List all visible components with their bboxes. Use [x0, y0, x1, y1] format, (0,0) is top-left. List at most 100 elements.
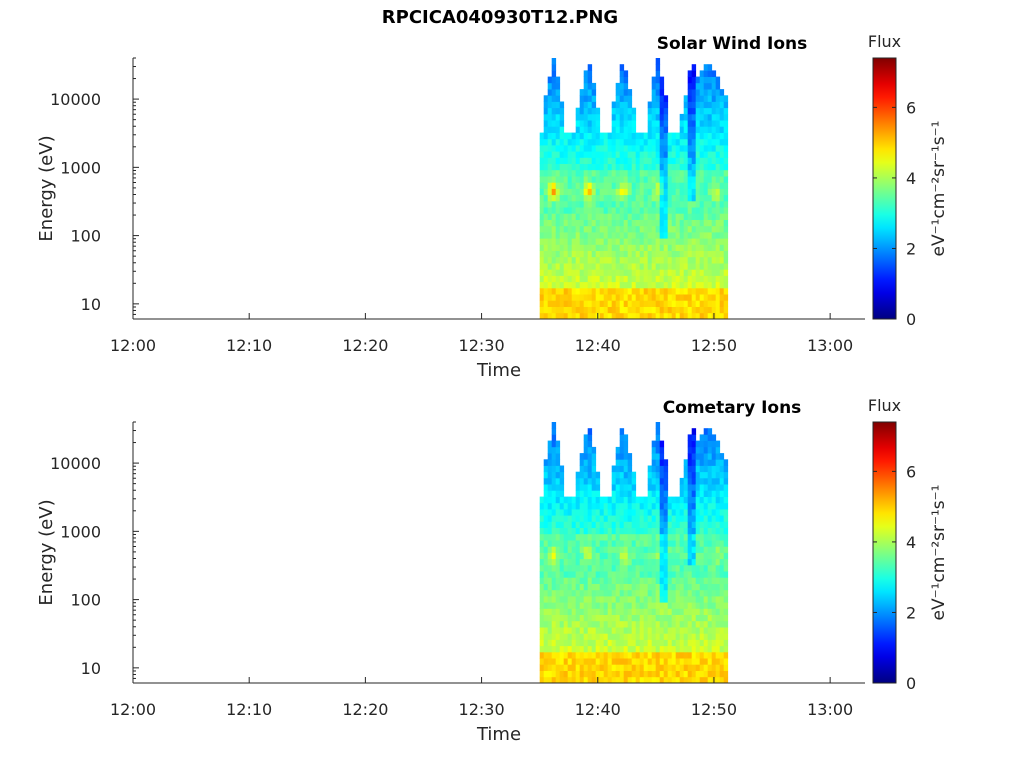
- spectrogram-cell: [639, 145, 645, 152]
- spectrogram-cell: [543, 194, 549, 202]
- spectrogram-cell: [547, 490, 553, 497]
- spectrogram-cell: [599, 169, 605, 177]
- spectrogram-cell: [599, 527, 605, 535]
- spectrogram-cell: [631, 564, 637, 572]
- spectrogram-cell: [707, 163, 713, 171]
- spectrogram-cell: [587, 145, 593, 152]
- spectrogram-cell: [695, 120, 701, 127]
- spectrogram-cell: [651, 477, 657, 485]
- spectrogram-cell: [619, 583, 625, 591]
- spectrogram-cell: [591, 490, 597, 497]
- x-tick-label: 12:10: [226, 700, 272, 719]
- spectrogram-cell: [571, 596, 577, 603]
- spectrogram-cell: [707, 219, 713, 227]
- spectrogram-cell: [571, 300, 577, 307]
- spectrogram-cell: [611, 676, 617, 684]
- spectrogram-cell: [655, 471, 661, 479]
- spectrogram-cell: [559, 509, 565, 516]
- spectrogram-cell: [671, 194, 677, 202]
- spectrogram-cell: [643, 281, 649, 289]
- spectrogram-cell: [659, 132, 665, 140]
- spectrogram-cell: [575, 188, 581, 196]
- spectrogram-cell: [691, 527, 697, 535]
- spectrogram-cell: [551, 76, 557, 84]
- spectrogram-cell: [555, 670, 561, 678]
- spectrogram-cell: [639, 207, 645, 214]
- spectrogram-cell: [563, 281, 569, 289]
- spectrogram-cell: [647, 558, 653, 566]
- spectrogram-cell: [631, 620, 637, 628]
- spectrogram-cell: [679, 182, 685, 189]
- spectrogram-cell: [547, 602, 553, 609]
- spectrogram-cell: [699, 564, 705, 572]
- spectrogram-cell: [631, 614, 637, 622]
- spectrogram-cell: [539, 552, 545, 560]
- spectrogram-cell: [551, 614, 557, 622]
- spectrogram-cell: [591, 145, 597, 152]
- spectrogram-cell: [675, 533, 681, 541]
- spectrogram-cell: [627, 225, 633, 233]
- spectrogram-cell: [607, 558, 613, 566]
- spectrogram-cell: [615, 465, 621, 473]
- spectrogram-cell: [691, 269, 697, 276]
- spectrogram-cell: [591, 312, 597, 320]
- spectrogram-cell: [635, 225, 641, 233]
- spectrogram-cell: [611, 219, 617, 227]
- spectrogram-cell: [619, 496, 625, 504]
- spectrogram-cell: [559, 564, 565, 572]
- spectrogram-cell: [579, 453, 585, 460]
- spectrogram-cell: [691, 515, 697, 522]
- y-axis-label: Energy (eV): [36, 135, 57, 241]
- spectrogram-cell: [619, 169, 625, 177]
- spectrogram-cell: [639, 645, 645, 653]
- spectrogram-cell: [623, 145, 629, 152]
- spectrogram-cell: [571, 583, 577, 591]
- spectrogram-cell: [723, 287, 729, 295]
- spectrogram-cell: [571, 269, 577, 276]
- spectrogram-cell: [659, 120, 665, 127]
- spectrogram-cell: [655, 132, 661, 140]
- spectrogram-cell: [667, 219, 673, 227]
- spectrogram-cell: [615, 113, 621, 121]
- spectrogram-cell: [643, 287, 649, 295]
- spectrogram-cell: [591, 120, 597, 127]
- spectrogram-cell: [583, 89, 589, 96]
- spectrogram-cell: [631, 602, 637, 609]
- spectrogram-cell: [607, 651, 613, 659]
- spectrogram-cell: [675, 521, 681, 528]
- spectrogram-cell: [687, 275, 693, 283]
- spectrogram-cell: [679, 312, 685, 320]
- spectrogram-cell: [587, 232, 593, 239]
- spectrogram-cell: [691, 434, 697, 441]
- spectrogram-cell: [687, 244, 693, 251]
- spectrogram-cell: [695, 281, 701, 289]
- spectrogram-cell: [667, 194, 673, 202]
- spectrogram-cell: [563, 596, 569, 603]
- spectrogram-cell: [699, 188, 705, 196]
- spectrogram-cell: [663, 207, 669, 214]
- spectrogram-cell: [607, 546, 613, 553]
- spectrogram-cell: [643, 502, 649, 510]
- spectrogram-cell: [711, 213, 717, 220]
- spectrogram-cell: [583, 484, 589, 491]
- spectrogram-cell: [691, 589, 697, 597]
- spectrogram-cell: [539, 521, 545, 528]
- spectrogram-cell: [655, 58, 661, 65]
- spectrogram-cell: [623, 70, 629, 77]
- spectrogram-cell: [543, 627, 549, 634]
- spectrogram-cell: [699, 477, 705, 485]
- spectrogram-cell: [687, 113, 693, 121]
- spectrogram-cell: [723, 126, 729, 133]
- spectrogram-cell: [647, 552, 653, 560]
- spectrogram-cell: [647, 509, 653, 516]
- spectrogram-cell: [675, 207, 681, 214]
- spectrogram-cell: [687, 509, 693, 516]
- spectrogram-cell: [539, 132, 545, 140]
- spectrogram-cell: [635, 306, 641, 314]
- spectrogram-cell: [591, 194, 597, 202]
- spectrogram-cell: [631, 287, 637, 295]
- spectrogram-cell: [623, 446, 629, 454]
- spectrogram-cell: [555, 113, 561, 121]
- spectrogram-cell: [711, 70, 717, 77]
- spectrogram-cell: [683, 225, 689, 233]
